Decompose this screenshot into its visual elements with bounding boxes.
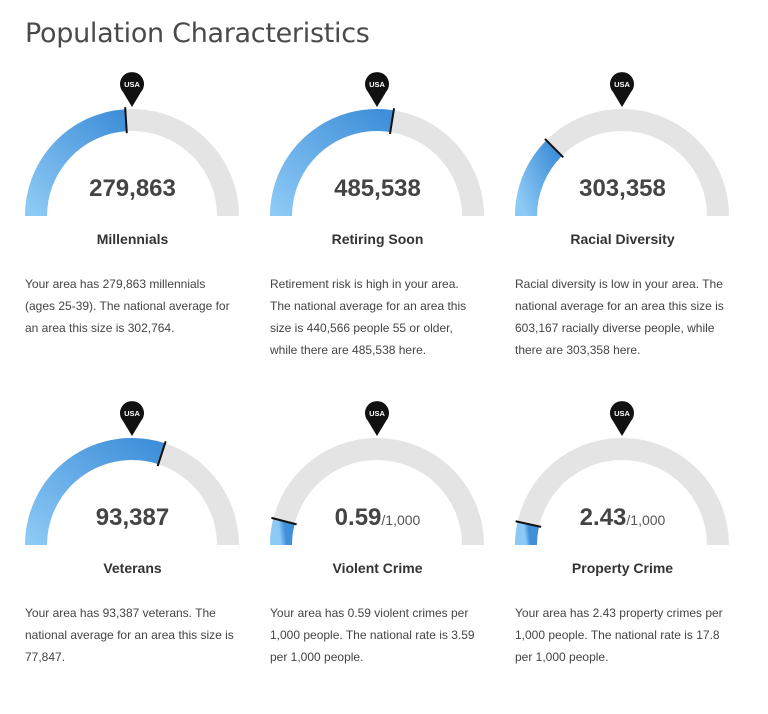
stat-label: Retiring Soon	[331, 231, 424, 247]
stat-value: 2.43/1,000	[579, 504, 666, 531]
gauge-needle	[544, 138, 565, 159]
map-pin-icon	[610, 401, 634, 436]
stat-value: 485,538	[334, 175, 421, 202]
stat-value: 279,863	[89, 175, 176, 202]
gauge: USA	[270, 401, 484, 546]
gauge: USA	[25, 72, 239, 217]
page-title: Population Characteristics	[25, 18, 370, 49]
map-pin-icon	[365, 401, 389, 436]
gauge-track	[270, 438, 484, 546]
pin-label: USA	[124, 409, 140, 418]
gauge-needle	[271, 516, 297, 526]
stat-description: Your area has 2.43 property crimes per 1…	[515, 606, 723, 664]
pin-label: USA	[369, 409, 385, 418]
stat-value: 303,358	[579, 175, 666, 202]
stat-description: Racial diversity is low in your area. Th…	[515, 277, 724, 357]
gauge: USA	[25, 401, 239, 546]
gauge-fill	[270, 109, 394, 217]
stat-label: Veterans	[103, 560, 162, 576]
gauge-needle	[515, 520, 542, 528]
stat-label: Violent Crime	[332, 560, 423, 576]
pin-label: USA	[369, 80, 385, 89]
gauge-needle	[388, 108, 396, 135]
stat-description: Your area has 279,863 millennials (ages …	[25, 277, 230, 335]
gauge-fill	[25, 109, 127, 217]
gauge-fill	[25, 438, 166, 546]
gauge: USA	[270, 72, 484, 217]
gauge-track	[515, 438, 729, 546]
stat-value: 0.59/1,000	[334, 504, 421, 531]
gauge-needle	[124, 107, 128, 134]
stat-description: Your area has 93,387 veterans. The natio…	[25, 606, 234, 664]
stat-value: 93,387	[95, 504, 170, 531]
gauge: USA	[515, 72, 729, 217]
stat-label: Property Crime	[571, 560, 674, 576]
stat-label: Racial Diversity	[570, 231, 675, 247]
map-pin-icon	[365, 72, 389, 108]
stat-description: Retirement risk is high in your area. Th…	[270, 277, 467, 357]
pin-label: USA	[124, 80, 140, 89]
stat-label: Millennials	[96, 231, 169, 247]
gauge-needle	[156, 441, 167, 467]
map-pin-icon	[120, 401, 144, 436]
stat-description: Your area has 0.59 violent crimes per 1,…	[270, 606, 475, 664]
gauge-fill	[515, 140, 563, 217]
map-pin-icon	[120, 72, 144, 108]
pin-label: USA	[614, 409, 630, 418]
gauge: USA	[515, 401, 729, 546]
pin-label: USA	[614, 80, 630, 89]
map-pin-icon	[610, 72, 634, 108]
